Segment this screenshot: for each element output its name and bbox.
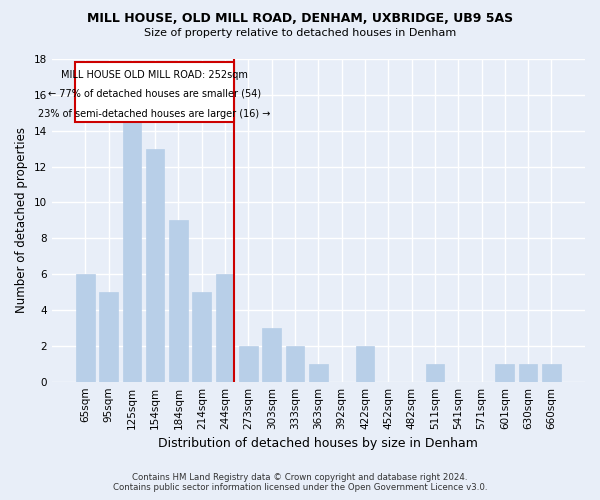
- Bar: [519, 364, 538, 382]
- Text: MILL HOUSE, OLD MILL ROAD, DENHAM, UXBRIDGE, UB9 5AS: MILL HOUSE, OLD MILL ROAD, DENHAM, UXBRI…: [87, 12, 513, 26]
- X-axis label: Distribution of detached houses by size in Denham: Distribution of detached houses by size …: [158, 437, 478, 450]
- Bar: [169, 220, 188, 382]
- Bar: [356, 346, 374, 382]
- Bar: [542, 364, 561, 382]
- Bar: [262, 328, 281, 382]
- Bar: [75, 62, 235, 122]
- Text: Size of property relative to detached houses in Denham: Size of property relative to detached ho…: [144, 28, 456, 38]
- Bar: [146, 148, 164, 382]
- Text: ← 77% of detached houses are smaller (54): ← 77% of detached houses are smaller (54…: [48, 88, 261, 99]
- Text: Contains HM Land Registry data © Crown copyright and database right 2024.
Contai: Contains HM Land Registry data © Crown c…: [113, 473, 487, 492]
- Bar: [425, 364, 444, 382]
- Bar: [122, 113, 141, 382]
- Bar: [216, 274, 235, 382]
- Text: 23% of semi-detached houses are larger (16) →: 23% of semi-detached houses are larger (…: [38, 109, 271, 119]
- Bar: [309, 364, 328, 382]
- Bar: [193, 292, 211, 382]
- Text: MILL HOUSE OLD MILL ROAD: 252sqm: MILL HOUSE OLD MILL ROAD: 252sqm: [61, 70, 248, 80]
- Y-axis label: Number of detached properties: Number of detached properties: [15, 128, 28, 314]
- Bar: [99, 292, 118, 382]
- Bar: [496, 364, 514, 382]
- Bar: [239, 346, 258, 382]
- Bar: [76, 274, 95, 382]
- Bar: [286, 346, 304, 382]
